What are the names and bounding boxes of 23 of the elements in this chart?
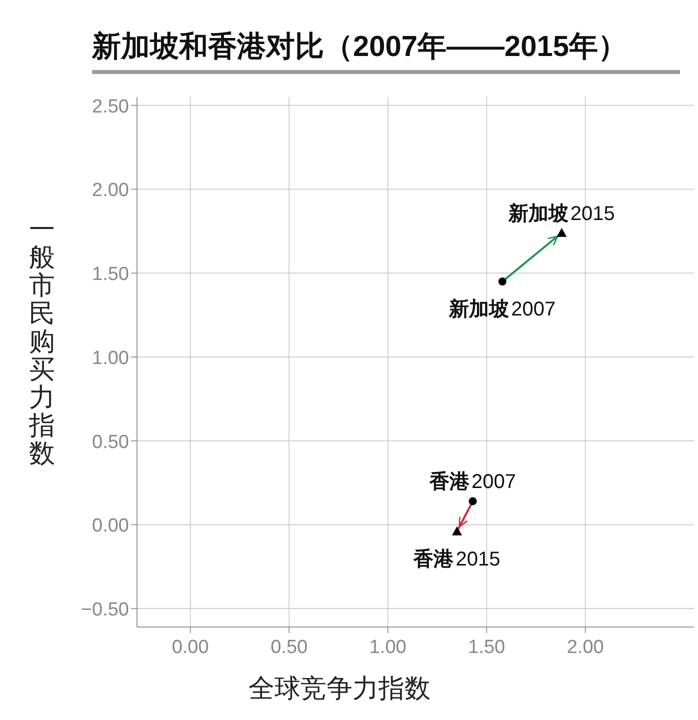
x-tick-label: 0.00 bbox=[172, 637, 209, 658]
point bbox=[498, 277, 506, 286]
y-tick-label: 2.00 bbox=[92, 180, 129, 202]
y-tick-label: −0.50 bbox=[80, 600, 129, 621]
point bbox=[468, 497, 477, 506]
x-tick-label: 0.50 bbox=[270, 637, 308, 658]
x-tick-label: 1.50 bbox=[468, 637, 506, 658]
y-tick-label: 0.00 bbox=[92, 516, 129, 537]
annotation: 新加坡2015 bbox=[507, 202, 615, 225]
point bbox=[452, 526, 462, 536]
title: 新加坡和香港对比（2007年——2015年） bbox=[92, 31, 628, 63]
y-tick-label: 0.50 bbox=[92, 432, 129, 453]
x-tick-label: 2.00 bbox=[566, 637, 604, 658]
y-tick-label: 2.50 bbox=[92, 96, 129, 118]
x-tick-label: 1.00 bbox=[369, 637, 406, 658]
y-tick-label: 1.50 bbox=[92, 264, 129, 286]
annotation: 香港2007 bbox=[428, 470, 516, 494]
annotation: 新加坡2007 bbox=[448, 297, 556, 320]
point bbox=[556, 228, 567, 237]
x-axis-title: 全球竞争力指数 bbox=[248, 673, 430, 703]
annotation: 香港2015 bbox=[412, 547, 500, 570]
y-tick-label: 1.00 bbox=[92, 348, 129, 369]
text: 一般市民购买力指数 bbox=[29, 214, 55, 468]
